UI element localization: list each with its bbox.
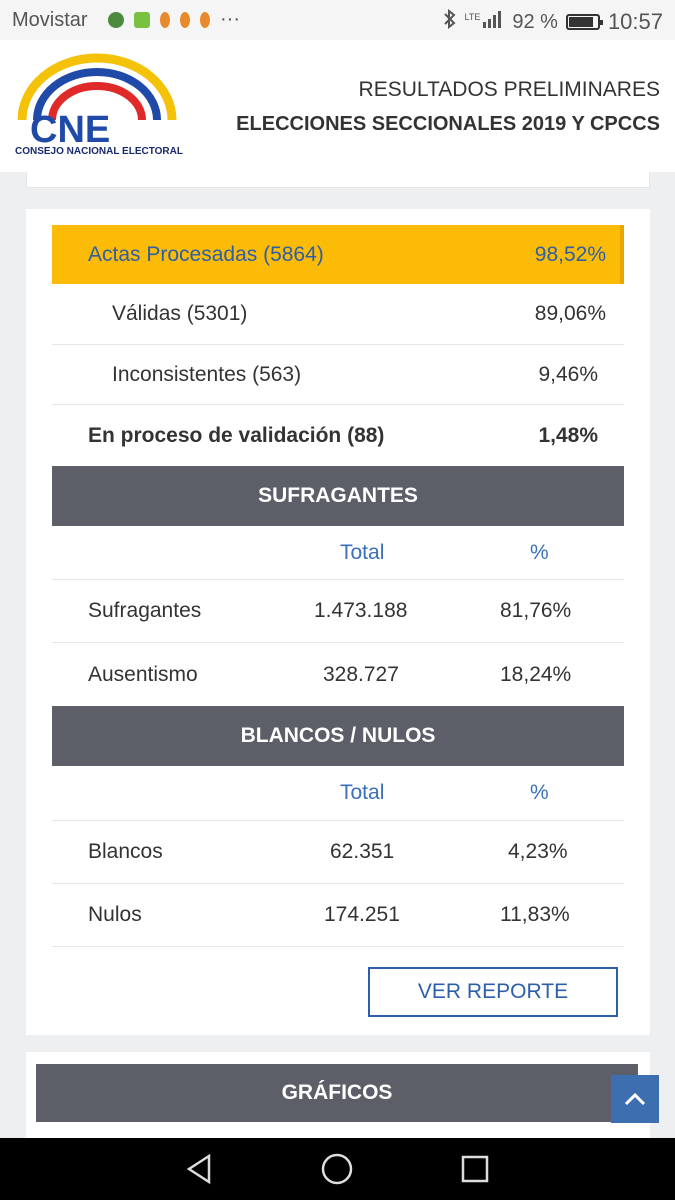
sufragantes-col-total: Total [340, 540, 385, 564]
clock: 10:57 [607, 9, 663, 34]
row-total: 328.727 [323, 662, 399, 686]
page-title: RESULTADOS PRELIMINARES [358, 78, 660, 101]
table-row: Ausentismo 328.727 18,24% [52, 643, 624, 706]
hand-icon [180, 11, 190, 28]
validacion-label: En proceso de validación (88) [88, 423, 385, 447]
hand-icon [160, 11, 170, 28]
network-label: LTE [464, 12, 481, 22]
row-label: Nulos [88, 903, 142, 926]
sufragantes-column-headers: Total % [52, 526, 624, 580]
site-header: CNE CONSEJO NACIONAL ELECTORAL RESULTADO… [0, 40, 675, 172]
row-total: 174.251 [324, 903, 400, 926]
table-row: Nulos 174.251 11,83% [52, 884, 624, 947]
results-card: Actas Procesadas (5864) 98,52% Válidas (… [26, 209, 650, 1035]
validas-pct: 89,06% [534, 302, 606, 325]
actas-procesadas-label: Actas Procesadas (5864) [88, 242, 324, 266]
battery-level [568, 17, 593, 27]
validacion-row: En proceso de validación (88) 1,48% [52, 405, 624, 466]
row-pct: 11,83% [500, 903, 570, 926]
triangle-back-icon[interactable] [183, 1152, 217, 1186]
system-nav-bar [0, 1138, 675, 1200]
logo-text: CNE [30, 109, 110, 146]
status-right: LTE 92 % 10:57 [443, 8, 663, 35]
page-subtitle: ELECCIONES SECCIONALES 2019 Y CPCCS [236, 113, 660, 135]
sufragantes-header: SUFRAGANTES [52, 466, 624, 526]
blancos-nulos-column-headers: Total % [52, 766, 624, 821]
circle-home-icon[interactable] [320, 1152, 354, 1186]
cne-logo[interactable]: CNE CONSEJO NACIONAL ELECTORAL [12, 50, 192, 162]
graficos-header[interactable]: GRÁFICOS [36, 1064, 638, 1122]
inconsistentes-label: Inconsistentes (563) [112, 362, 302, 386]
cne-logo-graphic: CNE [17, 53, 177, 151]
status-bar: Movistar ··· LTE 92 % 10:57 [0, 0, 675, 40]
row-label: Sufragantes [88, 599, 202, 622]
hand-icon [200, 11, 210, 28]
row-label: Ausentismo [88, 662, 198, 686]
table-row: Blancos 62.351 4,23% [52, 821, 624, 884]
graficos-card: GRÁFICOS [26, 1052, 650, 1142]
blancos-nulos-col-pct: % [530, 781, 549, 804]
row-pct: 18,24% [500, 662, 572, 686]
inconsistentes-pct: 9,46% [538, 362, 598, 386]
row-label: Blancos [88, 840, 163, 863]
blancos-nulos-col-total: Total [340, 781, 385, 804]
sufragantes-col-pct: % [530, 540, 549, 564]
actas-procesadas-row: Actas Procesadas (5864) 98,52% [52, 225, 624, 284]
ver-reporte-button[interactable]: VER REPORTE [368, 967, 618, 1017]
row-pct: 81,76% [500, 599, 572, 622]
map-icon [134, 11, 150, 28]
logo-caption: CONSEJO NACIONAL ELECTORAL [15, 146, 183, 157]
more-notifications-icon: ··· [220, 8, 240, 30]
battery-percent: 92 % [512, 10, 558, 33]
validacion-pct: 1,48% [538, 423, 598, 447]
row-total: 1.473.188 [314, 599, 408, 622]
actas-procesadas-pct: 98,52% [534, 242, 606, 266]
globe-icon [108, 11, 124, 28]
signal-icon [482, 10, 504, 34]
bluetooth-icon [443, 8, 457, 35]
row-total: 62.351 [330, 840, 395, 863]
square-recents-icon[interactable] [458, 1152, 492, 1186]
inconsistentes-row: Inconsistentes (563) 9,46% [52, 345, 624, 405]
notification-icons: ··· [108, 8, 240, 31]
carrier-name: Movistar [12, 9, 88, 31]
scroll-to-top-button[interactable] [611, 1075, 659, 1123]
blancos-nulos-header: BLANCOS / NULOS [52, 706, 624, 766]
collapsed-panel [26, 172, 650, 188]
chevron-up-icon [624, 1092, 646, 1106]
battery-icon [565, 14, 603, 30]
validas-label: Válidas (5301) [112, 302, 248, 325]
validas-row: Válidas (5301) 89,06% [52, 284, 624, 345]
table-row: Sufragantes 1.473.188 81,76% [52, 580, 624, 643]
row-pct: 4,23% [508, 840, 568, 863]
